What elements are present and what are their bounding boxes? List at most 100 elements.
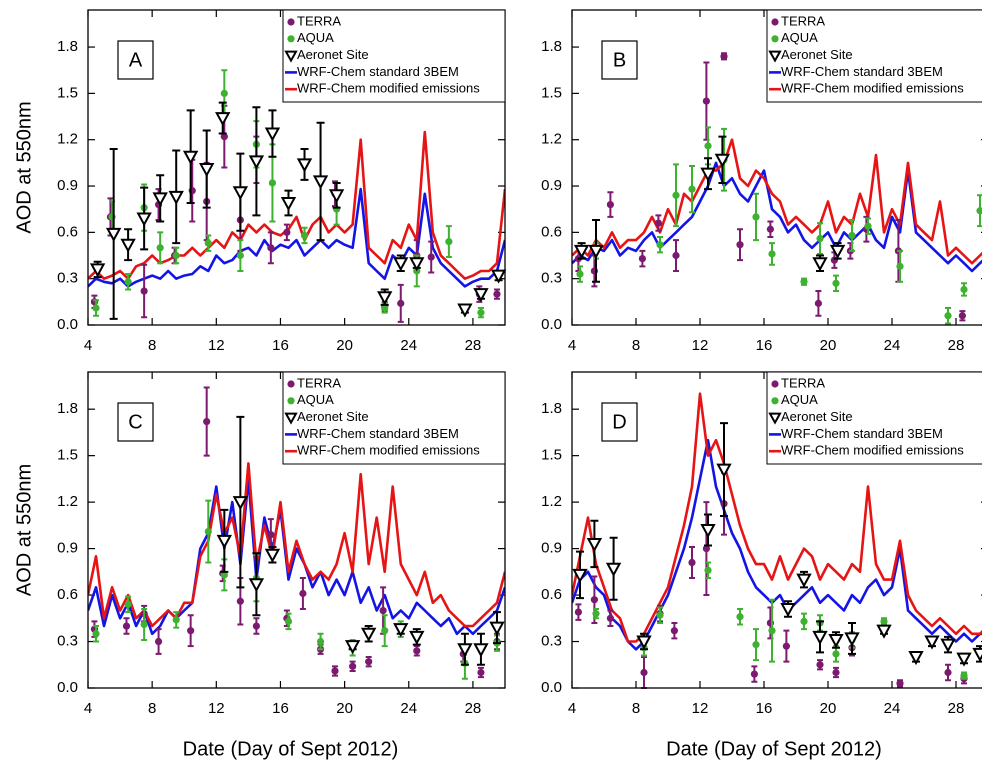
obs-point — [768, 250, 776, 258]
panel-label: C — [128, 411, 142, 433]
obs-point — [493, 290, 501, 298]
x-tick-label: 16 — [756, 700, 773, 717]
obs-point — [381, 304, 389, 312]
aeronet-point — [924, 635, 940, 650]
obs-point — [267, 531, 275, 539]
aeronet-point — [573, 244, 590, 259]
obs-point — [154, 637, 163, 646]
obs-point — [140, 287, 148, 295]
obs-point — [124, 600, 132, 608]
legend-label: WRF-Chem modified emissions — [297, 443, 480, 458]
x-tick-label: 28 — [948, 700, 965, 717]
obs-point — [880, 617, 888, 625]
panel: 4 8 12 16 20 24 28 0.0 0.3 0.6 0.9 1.2 1.5 1.8 TERRA AQ… — [13, 371, 506, 760]
obs-point — [268, 179, 277, 187]
model-line — [572, 438, 982, 651]
legend-label: AQUA — [297, 30, 334, 45]
obs-point — [800, 617, 808, 625]
obs-point — [204, 239, 212, 247]
aeronet-point — [312, 175, 329, 190]
legend-box — [282, 371, 506, 465]
aeronet-point — [714, 153, 731, 168]
obs-point — [704, 142, 712, 150]
obs-point — [574, 608, 583, 616]
x-tick-label: 4 — [568, 700, 576, 717]
model-line — [88, 187, 505, 288]
y-tick-label: 1.2 — [57, 493, 78, 510]
legend-label: TERRA — [781, 13, 825, 28]
obs-point — [477, 668, 485, 677]
aeronet-point — [796, 573, 812, 588]
aeronet-point — [700, 524, 716, 539]
obs-point — [606, 200, 615, 209]
x-tick-label: 16 — [272, 337, 289, 354]
legend-label: WRF-Chem standard 3BEM — [297, 426, 459, 441]
y-tick-label: 0.3 — [57, 632, 78, 649]
aeronet-point — [136, 212, 152, 227]
x-tick-label: 4 — [84, 337, 92, 354]
obs-point — [944, 312, 952, 320]
y-tick-label: 1.5 — [541, 84, 562, 101]
obs-point — [381, 627, 389, 635]
aeronet-point — [605, 562, 622, 577]
x-tick-label: 20 — [820, 700, 837, 717]
y-tick-label: 1.8 — [57, 400, 78, 417]
obs-point — [220, 133, 228, 141]
obs-point — [397, 299, 405, 307]
aeronet-point — [248, 155, 265, 170]
obs-point — [156, 244, 164, 252]
legend-dot — [771, 35, 779, 43]
aeronet-point — [828, 633, 844, 649]
x-tick-label: 8 — [148, 700, 156, 717]
aeronet-point — [120, 238, 136, 253]
obs-point — [958, 312, 967, 320]
y-tick-label: 0.6 — [57, 223, 78, 240]
y-tick-label: 0.6 — [57, 586, 78, 603]
aeronet-point — [248, 578, 265, 593]
x-tick-label: 16 — [756, 337, 773, 354]
obs-point — [766, 225, 775, 233]
obs-point — [832, 279, 840, 287]
x-axis-label: Date (Day of Sept 2012) — [666, 738, 882, 760]
model-line — [572, 138, 982, 265]
obs-point — [92, 304, 100, 312]
obs-point — [832, 668, 840, 677]
panel-label: D — [612, 411, 626, 433]
obs-point — [172, 251, 180, 260]
obs-point — [848, 231, 856, 240]
panel-label-box — [117, 40, 154, 80]
x-tick-label: 24 — [400, 700, 417, 717]
obs-point — [814, 299, 823, 307]
x-tick-label: 8 — [148, 337, 156, 354]
aeronet-point — [473, 288, 489, 303]
aeronet-point — [829, 244, 846, 259]
obs-point — [576, 270, 584, 278]
y-tick-label: 0.6 — [541, 223, 562, 240]
x-tick-label: 8 — [632, 337, 640, 354]
legend-dot — [771, 380, 779, 388]
legend-label: Aeronet Site — [781, 409, 853, 424]
aeronet-point — [215, 112, 231, 127]
y-tick-label: 0.0 — [57, 316, 78, 333]
obs-point — [736, 613, 744, 621]
obs-point — [252, 622, 261, 630]
obs-point — [140, 620, 148, 629]
model-line — [572, 161, 982, 273]
x-tick-label: 16 — [272, 700, 289, 717]
x-tick-label: 4 — [568, 337, 576, 354]
aeronet-point — [489, 621, 505, 636]
x-tick-label: 20 — [336, 700, 353, 717]
y-tick-label: 1.8 — [541, 400, 562, 417]
legend-label: AQUA — [781, 392, 818, 407]
legend-box — [282, 9, 506, 103]
y-tick-label: 0.9 — [57, 177, 78, 194]
y-tick-label: 1.8 — [57, 38, 78, 55]
panel-label: B — [613, 49, 626, 71]
obs-point — [688, 558, 696, 567]
obs-point — [670, 627, 679, 635]
legend-label: WRF-Chem standard 3BEM — [781, 426, 943, 441]
legend-triangle — [284, 412, 298, 425]
obs-point — [944, 668, 952, 677]
panel: 4 8 12 16 20 24 28 0.0 0.3 0.6 0.9 1.2 1.5 1.8 TERRA AQ… — [13, 9, 507, 354]
obs-point — [187, 627, 195, 635]
